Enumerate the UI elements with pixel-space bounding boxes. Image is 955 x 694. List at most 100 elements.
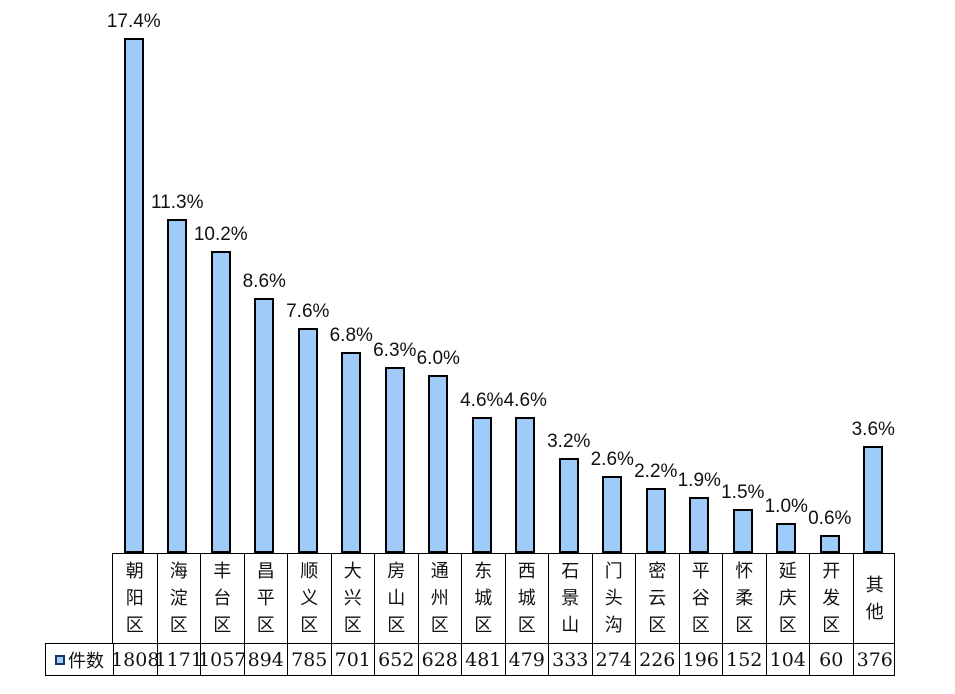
value-cell: 652 bbox=[374, 644, 418, 675]
bar bbox=[167, 219, 188, 553]
category-label-char: 区 bbox=[430, 615, 449, 636]
bar bbox=[776, 523, 797, 553]
category-label-char: 城 bbox=[517, 588, 536, 609]
category-label-char: 门 bbox=[604, 561, 623, 582]
category-label-char: 大 bbox=[343, 561, 362, 582]
category-label-char: 区 bbox=[691, 615, 710, 636]
category-label-char: 昌 bbox=[256, 561, 275, 582]
category-label-char: 延 bbox=[778, 561, 797, 582]
bar-percent-label: 6.8% bbox=[329, 325, 373, 346]
legend-swatch-icon bbox=[55, 654, 65, 665]
bar bbox=[428, 375, 449, 553]
category-label-char: 头 bbox=[604, 588, 623, 609]
category-label: 顺义区 bbox=[287, 554, 331, 643]
value-cell: 628 bbox=[417, 644, 462, 675]
bar bbox=[515, 417, 536, 553]
category-label: 房山区 bbox=[374, 554, 418, 643]
value-cell: 785 bbox=[287, 644, 331, 675]
category-label: 朝阳区 bbox=[113, 554, 157, 643]
category-label: 其他 bbox=[852, 554, 897, 643]
category-label: 大兴区 bbox=[330, 554, 375, 643]
category-label: 怀柔区 bbox=[722, 554, 766, 643]
value-cell: 894 bbox=[243, 644, 288, 675]
bar bbox=[602, 476, 623, 553]
category-label-char: 怀 bbox=[735, 561, 754, 582]
category-label: 海淀区 bbox=[156, 554, 201, 643]
category-label: 东城区 bbox=[461, 554, 505, 643]
bar-percent-label: 17.4% bbox=[106, 11, 161, 32]
value-cell: 226 bbox=[635, 644, 679, 675]
bar bbox=[471, 417, 492, 553]
value-table-row: 件数 1808 1171 1057 894 785 701 652 628 481 479 333 2… bbox=[45, 643, 895, 676]
category-label-char: 区 bbox=[125, 615, 144, 636]
category-label-char: 平 bbox=[691, 561, 710, 582]
value-cell: 104 bbox=[765, 644, 810, 675]
bar bbox=[863, 446, 884, 553]
category-label-char: 谷 bbox=[691, 588, 710, 609]
category-label-char: 顺 bbox=[300, 561, 319, 582]
bar-percent-label: 11.3% bbox=[151, 192, 204, 213]
bar bbox=[123, 38, 144, 553]
bar-percent-label: 4.6% bbox=[503, 390, 547, 411]
category-label-char: 房 bbox=[387, 561, 406, 582]
category-label-char: 柔 bbox=[735, 588, 754, 609]
category-label-char: 发 bbox=[822, 588, 841, 609]
category-label-char: 海 bbox=[169, 561, 188, 582]
value-cell: 479 bbox=[504, 644, 549, 675]
value-cell: 1057 bbox=[198, 644, 246, 675]
bar-percent-label: 8.6% bbox=[242, 271, 286, 292]
category-label-char: 景 bbox=[561, 588, 580, 609]
bar-percent-label: 4.6% bbox=[460, 390, 504, 411]
bar bbox=[254, 298, 275, 553]
category-label-char: 区 bbox=[735, 615, 754, 636]
category-label-char: 区 bbox=[213, 615, 232, 636]
category-label-char: 区 bbox=[300, 615, 319, 636]
category-label-char: 区 bbox=[517, 615, 536, 636]
category-label-char: 州 bbox=[430, 588, 449, 609]
category-label-char: 区 bbox=[256, 615, 275, 636]
category-header-row: 朝阳区海淀区丰台区昌平区顺义区大兴区房山区通州区东城区西城区石景山门头沟密云区平… bbox=[112, 553, 895, 644]
bar-percent-label: 1.5% bbox=[721, 482, 765, 503]
bar-percent-label: 3.2% bbox=[547, 431, 591, 452]
category-label-char: 台 bbox=[213, 588, 232, 609]
bar bbox=[384, 367, 405, 553]
bar-percent-label: 10.2% bbox=[193, 224, 248, 245]
category-label: 石景山 bbox=[548, 554, 592, 643]
category-label-char: 区 bbox=[822, 615, 841, 636]
category-label: 通州区 bbox=[417, 554, 462, 643]
value-cell: 274 bbox=[591, 644, 636, 675]
category-label-char: 密 bbox=[648, 561, 667, 582]
category-label-char: 区 bbox=[169, 615, 188, 636]
bar-percent-label: 2.2% bbox=[634, 461, 678, 482]
category-label: 门头沟 bbox=[591, 554, 636, 643]
bar bbox=[297, 328, 318, 553]
category-label-char: 沟 bbox=[604, 615, 623, 636]
category-label-char: 城 bbox=[474, 588, 493, 609]
category-label-char: 平 bbox=[256, 588, 275, 609]
value-cell: 1171 bbox=[155, 644, 203, 675]
category-label-char: 云 bbox=[648, 588, 667, 609]
category-label-char: 区 bbox=[474, 615, 493, 636]
bar bbox=[558, 458, 579, 553]
category-label-char: 丰 bbox=[213, 561, 232, 582]
category-label-char: 他 bbox=[865, 601, 884, 623]
category-label-char: 山 bbox=[561, 615, 580, 636]
category-label: 昌平区 bbox=[243, 554, 288, 643]
legend-cell: 件数 bbox=[46, 644, 113, 675]
category-label-char: 兴 bbox=[343, 588, 362, 609]
bar-percent-label: 6.3% bbox=[373, 340, 417, 361]
bar bbox=[645, 488, 666, 553]
category-label-char: 区 bbox=[778, 615, 797, 636]
value-cell: 701 bbox=[330, 644, 375, 675]
category-label-char: 义 bbox=[300, 588, 319, 609]
bar-percent-label: 2.6% bbox=[590, 449, 634, 470]
category-label-char: 山 bbox=[387, 588, 406, 609]
value-cell: 481 bbox=[461, 644, 505, 675]
bar-percent-label: 3.6% bbox=[851, 419, 895, 440]
bar-percent-label: 0.6% bbox=[808, 508, 852, 529]
bar bbox=[732, 509, 753, 553]
category-label-char: 东 bbox=[474, 561, 493, 582]
category-label-char: 区 bbox=[648, 615, 667, 636]
category-label: 密云区 bbox=[635, 554, 679, 643]
value-cell: 333 bbox=[548, 644, 592, 675]
